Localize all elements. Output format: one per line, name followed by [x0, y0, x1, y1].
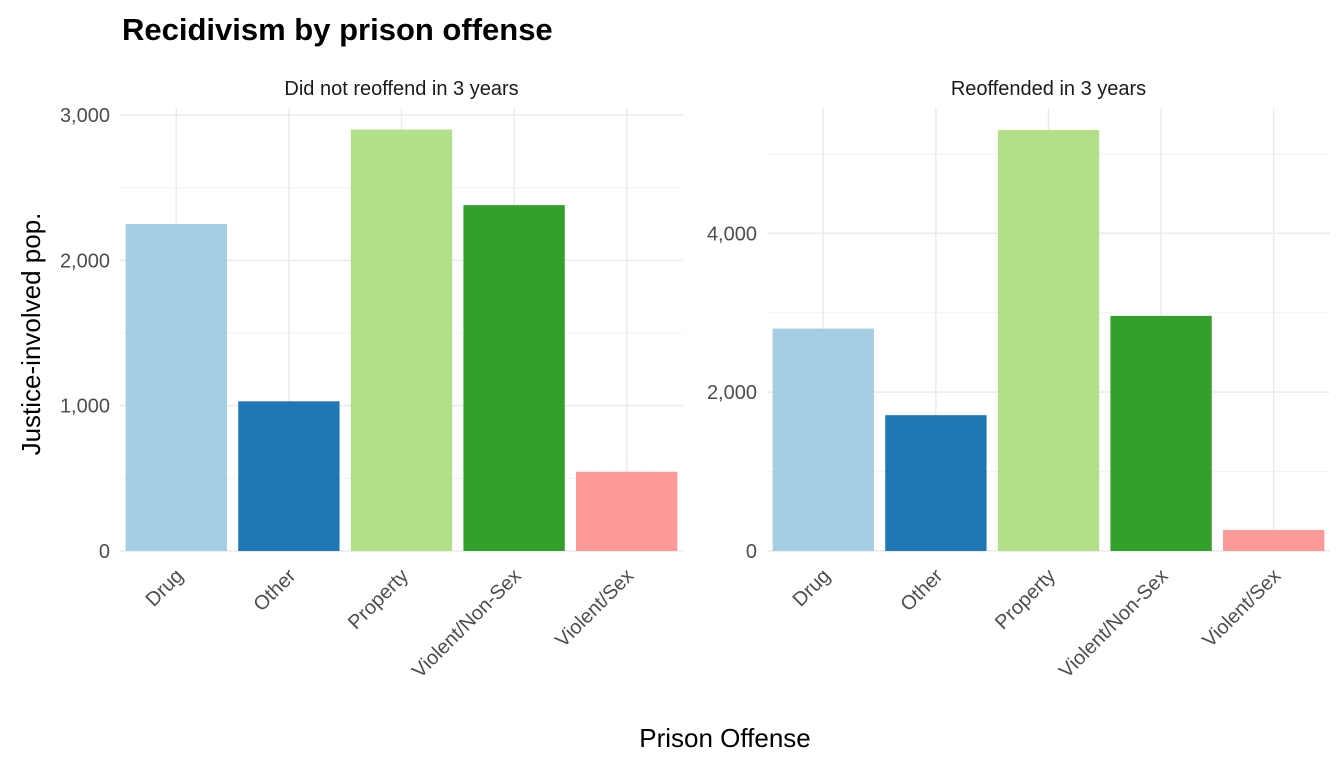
chart-title: Recidivism by prison offense [122, 12, 553, 47]
panel-1: Did not reoffend in 3 years 0 1,000 2,000 3,… [60, 78, 683, 682]
x-tick-label: Violent/Sex [551, 565, 638, 652]
y-tick-label: 0 [99, 541, 110, 563]
bar-drug [772, 328, 874, 551]
y-tick-label: 0 [746, 541, 757, 563]
y-tick-label: 4,000 [707, 223, 757, 245]
bar-violent-sex [1223, 529, 1325, 551]
panel-2: Reoffended in 3 years 0 2,000 4,000 Drug Othe… [707, 78, 1330, 682]
y-tick-label: 2,000 [60, 250, 110, 272]
panel-strip-label: Reoffended in 3 years [951, 78, 1146, 100]
bar-violent-non-sex [463, 205, 565, 551]
x-tick-label: Other [897, 565, 948, 616]
bar-drug [125, 224, 227, 551]
x-tick-label: Other [250, 565, 301, 616]
x-tick-label: Property [344, 565, 413, 634]
bar-other [885, 415, 987, 551]
bar-other [238, 401, 340, 551]
y-tick-label: 1,000 [60, 396, 110, 418]
bar-violent-non-sex [1110, 315, 1212, 551]
bar-property [997, 130, 1100, 551]
x-tick-label: Drug [789, 565, 835, 611]
x-tick-label: Violent/Non-Sex [408, 565, 526, 683]
y-tick-label: 2,000 [707, 382, 757, 404]
panel-strip-label: Did not reoffend in 3 years [284, 78, 518, 100]
x-tick-label: Drug [142, 565, 188, 611]
bar-property [350, 129, 453, 552]
x-tick-label: Violent/Non-Sex [1055, 565, 1173, 683]
bar-violent-sex [576, 471, 678, 551]
x-tick-label: Property [991, 565, 1060, 634]
chart-panels: Did not reoffend in 3 years 0 1,000 2,000 3,… [60, 78, 1330, 682]
x-axis-title: Prison Offense [639, 723, 811, 753]
y-axis-title: Justice-involved pop. [16, 213, 46, 456]
x-tick-label: Violent/Sex [1198, 565, 1285, 652]
y-tick-label: 3,000 [60, 105, 110, 127]
